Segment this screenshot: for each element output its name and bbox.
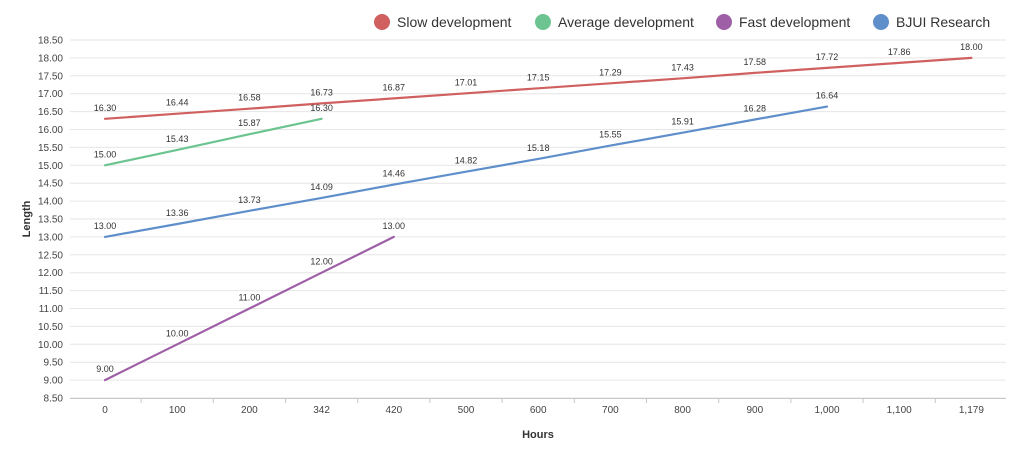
x-tick-label: 500 [458,405,475,416]
y-tick-label: 18.50 [38,36,63,47]
y-axis-title: Length [21,200,33,237]
y-tick-label: 11.50 [39,286,64,297]
data-label: 14.82 [455,156,478,166]
x-axis-title: Hours [522,429,554,441]
data-label: 17.43 [671,62,694,72]
data-label: 17.01 [455,77,478,87]
x-tick-label: 1,100 [887,405,912,416]
y-tick-label: 13.00 [38,232,63,243]
y-tick-label: 11.00 [39,304,64,315]
y-tick-label: 12.00 [38,268,63,279]
data-label: 16.44 [166,98,189,108]
x-tick-label: 420 [385,405,402,416]
grid-lines [70,39,1006,399]
legend-marker [873,14,889,30]
data-label: 18.00 [960,42,983,52]
data-label: 13.00 [94,221,117,231]
axes: 8.50 9.00 9.50 10.00 10.50 11.00 11.50 12.00 12.… [38,36,1006,416]
x-tick-label: 1,179 [959,405,984,416]
y-tick-label: 17.00 [38,89,63,100]
series-line-0[interactable] [103,56,973,120]
data-labels: 16.30 16.44 16.58 16.73 16.87 17.01 17.15 17.29… [94,42,983,374]
data-label: 16.87 [383,82,406,92]
legend[interactable]: Slow development Average development Fast … [374,14,990,30]
y-tick-label: 14.00 [38,197,63,208]
y-tick-label: 16.50 [38,107,63,118]
data-label: 15.87 [238,118,261,128]
x-tick-label: 0 [102,405,108,416]
y-tick-label: 8.50 [44,394,64,405]
series-line-2[interactable] [103,235,395,382]
y-tick-label: 15.50 [38,143,63,154]
data-label: 16.30 [94,103,117,113]
data-label: 12.00 [310,257,333,267]
y-tick-label: 15.00 [38,161,63,172]
data-label: 15.43 [166,134,189,144]
data-label: 17.86 [888,47,911,57]
x-tick-label: 342 [313,405,330,416]
legend-item-1[interactable]: Average development [535,14,694,30]
x-tick-label: 1,000 [814,405,839,416]
data-label: 17.15 [527,72,550,82]
data-label: 16.30 [310,103,333,113]
data-label: 17.29 [599,67,622,77]
x-tick-label: 100 [169,405,186,416]
legend-item-2[interactable]: Fast development [716,14,850,30]
y-tick-label: 10.50 [38,322,63,333]
data-label: 14.09 [310,182,333,192]
legend-label: BJUI Research [896,14,990,30]
data-label: 13.00 [383,221,406,231]
y-tick-label: 17.50 [38,71,63,82]
x-tick-label: 900 [746,405,763,416]
series-line-3[interactable] [103,105,829,238]
data-label: 10.00 [166,328,189,338]
data-label: 9.00 [96,364,114,374]
legend-marker [374,14,390,30]
x-tick-label: 700 [602,405,619,416]
data-label: 15.91 [671,117,694,127]
series-line-1[interactable] [103,117,323,167]
x-tick-label: 200 [241,405,258,416]
y-tick-label: 14.50 [38,179,63,190]
x-tick-label: 600 [530,405,547,416]
y-tick-label: 9.50 [44,358,64,369]
x-tick-label: 800 [674,405,691,416]
legend-marker [716,14,732,30]
y-tick-label: 16.00 [38,125,63,136]
data-label: 16.58 [238,93,261,103]
legend-item-3[interactable]: BJUI Research [873,14,990,30]
data-label: 16.28 [744,103,767,113]
data-label: 17.58 [744,57,767,67]
y-tick-label: 13.50 [38,215,63,226]
y-tick-label: 9.00 [44,376,64,387]
legend-label: Slow development [397,14,512,30]
legend-label: Fast development [739,14,850,30]
data-label: 15.18 [527,143,550,153]
y-tick-label: 12.50 [38,250,63,261]
data-label: 13.73 [238,195,261,205]
data-label: 16.64 [816,91,839,101]
data-label: 17.72 [816,52,839,62]
data-label: 13.36 [166,208,189,218]
y-tick-label: 10.00 [38,340,63,351]
legend-label: Average development [558,14,694,30]
series-lines [103,56,973,382]
y-tick-label: 18.00 [38,53,63,64]
data-label: 11.00 [238,293,260,303]
legend-item-0[interactable]: Slow development [374,14,512,30]
data-label: 15.00 [94,149,117,159]
data-label: 16.73 [310,87,333,97]
data-label: 15.55 [599,130,622,140]
data-label: 14.46 [383,169,406,179]
legend-marker [535,14,551,30]
